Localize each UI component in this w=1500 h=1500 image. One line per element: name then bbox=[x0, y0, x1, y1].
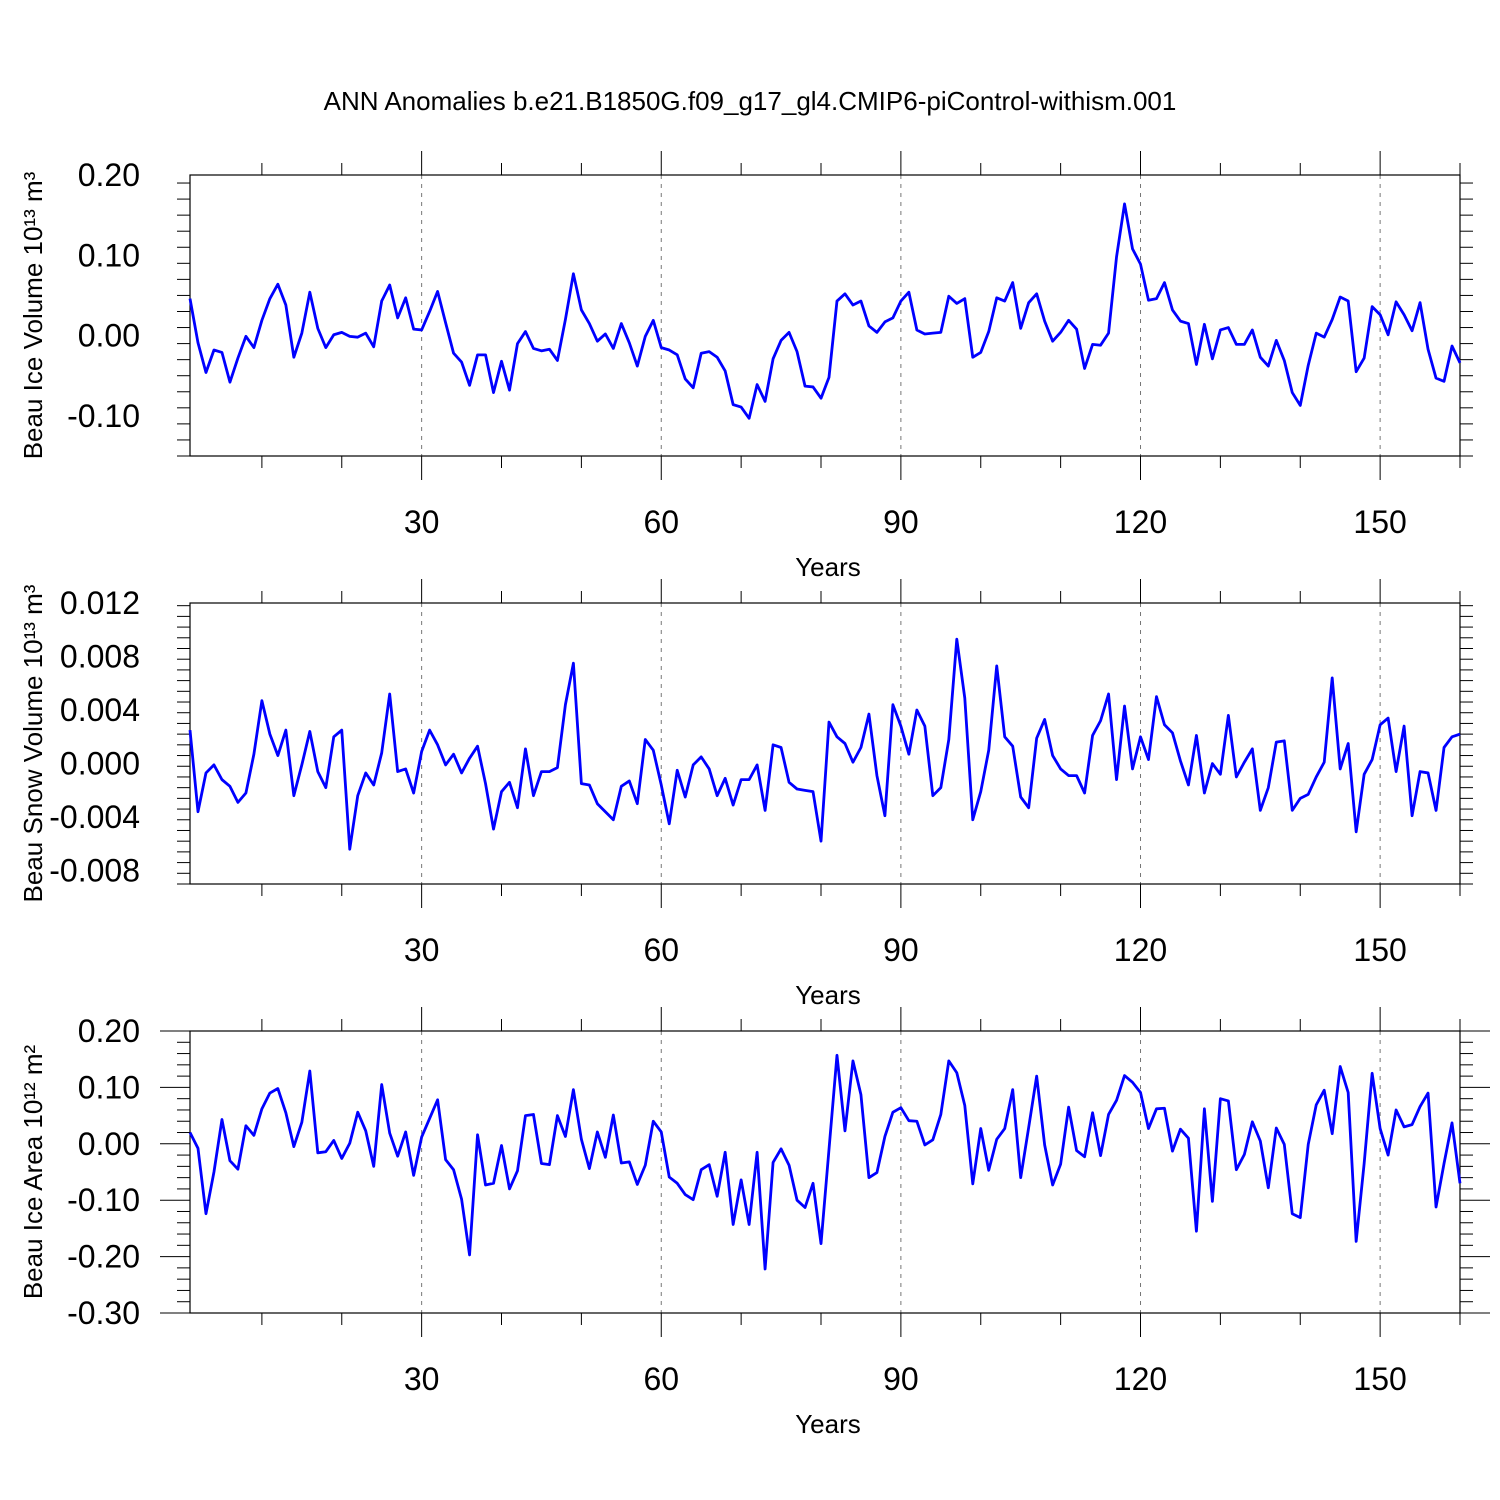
y-tick-label: 0.00 bbox=[78, 318, 140, 354]
x-tick-label: 30 bbox=[404, 932, 440, 968]
chart-panel-1: 30 60 90 120 150 Years 0.20 0.10 0.00 -0.10 Beau I… bbox=[18, 151, 1473, 582]
y-tick-label: 0.10 bbox=[78, 237, 140, 273]
y-tick-label: 0.008 bbox=[60, 639, 140, 675]
x-tick-label: 60 bbox=[643, 1361, 679, 1397]
y-tick-label: -0.10 bbox=[67, 1182, 140, 1218]
y-tick-label: -0.008 bbox=[49, 853, 140, 889]
y-tick-label: 0.20 bbox=[78, 1013, 140, 1049]
x-tick-label: 90 bbox=[883, 932, 919, 968]
y-tick-label: 0.20 bbox=[78, 157, 140, 193]
page-title: ANN Anomalies b.e21.B1850G.f09_g17_gl4.C… bbox=[323, 86, 1177, 116]
y-axis-label: Beau Ice Area 10¹² m² bbox=[18, 1044, 48, 1299]
y-tick-label: -0.20 bbox=[67, 1239, 140, 1275]
y-tick-label: 0.000 bbox=[60, 746, 140, 782]
y-axis-label: Beau Ice Volume 10¹³ m³ bbox=[18, 171, 48, 459]
x-tick-label: 30 bbox=[404, 1361, 440, 1397]
x-tick-label: 150 bbox=[1353, 1361, 1406, 1397]
data-line bbox=[188, 637, 1461, 851]
x-tick-label: 30 bbox=[404, 504, 440, 540]
x-tick-label: 90 bbox=[883, 504, 919, 540]
x-tick-label: 150 bbox=[1353, 932, 1406, 968]
y-tick-label: 0.004 bbox=[60, 692, 140, 728]
y-axis-label: Beau Snow Volume 10¹³ m³ bbox=[18, 584, 48, 902]
y-tick-label: 0.00 bbox=[78, 1126, 140, 1162]
x-axis-label: Years bbox=[795, 552, 861, 582]
chart-panel-2: 30 60 90 120 150 Years 0.012 0.008 0.004 0.000 -0.… bbox=[18, 579, 1473, 1010]
x-tick-label: 150 bbox=[1353, 504, 1406, 540]
x-tick-label: 90 bbox=[883, 1361, 919, 1397]
x-axis-label: Years bbox=[795, 980, 861, 1010]
x-axis-label: Years bbox=[795, 1409, 861, 1439]
plot-frame bbox=[189, 174, 1461, 457]
chart-panel-3: 30 60 90 120 150 Years 0.20 0.10 0.00 -0.10 -0.20 -… bbox=[18, 1007, 1490, 1439]
x-tick-label: 120 bbox=[1114, 1361, 1167, 1397]
y-tick-label: -0.004 bbox=[49, 799, 140, 835]
data-line bbox=[188, 202, 1462, 420]
plot-frame bbox=[189, 1030, 1461, 1314]
y-tick-label: 0.012 bbox=[60, 585, 140, 621]
y-tick-label: -0.10 bbox=[67, 398, 140, 434]
y-tick-label: -0.30 bbox=[67, 1295, 140, 1331]
data-line bbox=[188, 1053, 1462, 1271]
plot-frame bbox=[189, 602, 1461, 885]
x-tick-label: 120 bbox=[1114, 504, 1167, 540]
y-tick-label: 0.10 bbox=[78, 1069, 140, 1105]
x-tick-label: 60 bbox=[643, 504, 679, 540]
x-tick-label: 120 bbox=[1114, 932, 1167, 968]
x-tick-label: 60 bbox=[643, 932, 679, 968]
